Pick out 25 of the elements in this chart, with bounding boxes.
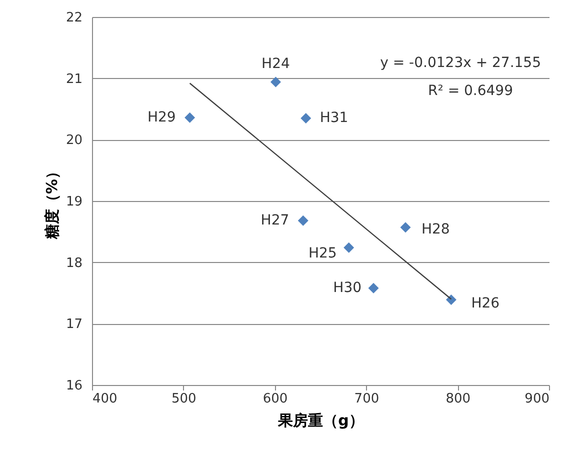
y-tick-label: 21 [66,72,82,87]
y-tick-label: 18 [66,256,82,271]
x-tick-label: 500 [171,392,196,406]
y-tick-label: 19 [66,194,82,210]
annotation: H25 [308,246,337,262]
annotation: H29 [147,110,176,126]
x-tick-label: 700 [354,392,380,406]
y-axis-title: 糖度（%） [42,164,61,240]
x-tick-label: 900 [524,392,550,406]
y-tick-label: 17 [66,317,82,332]
x-tick-label: 400 [92,392,118,406]
x-tick-label: 600 [262,392,288,406]
annotation: H24 [262,56,290,72]
annotation: y = -0.0123x + 27.155 [380,55,541,71]
annotation: H31 [320,110,348,126]
annotation: H30 [333,280,362,296]
y-tick-label: 16 [66,378,82,394]
annotation: H26 [471,296,500,312]
y-tick-label: 22 [66,10,82,26]
y-tick-label: 20 [66,133,82,148]
annotation: H28 [422,221,450,238]
x-tick-label: 800 [446,392,471,406]
annotation: R² = 0.6499 [428,83,513,99]
x-axis-title: 果房重（g） [277,412,364,430]
annotation: H27 [260,212,290,229]
